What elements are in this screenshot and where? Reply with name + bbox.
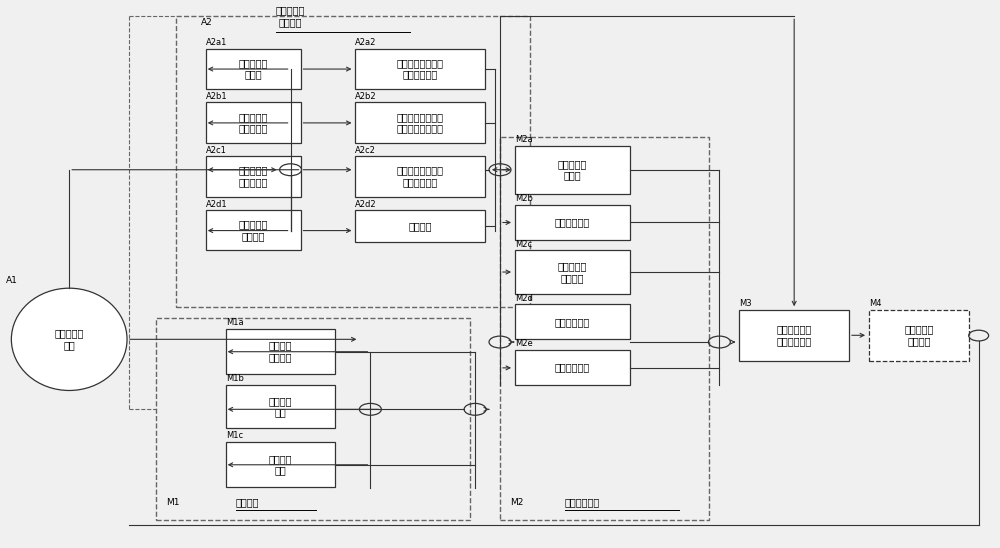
Text: 卫星轨道设计: 卫星轨道设计 (565, 497, 600, 507)
Text: 运载系统接
口定义: 运载系统接 口定义 (239, 58, 268, 79)
Bar (206, 210, 301, 250)
Text: M2c: M2c (515, 240, 532, 249)
Text: 射频接口（有效载
荷、数传分系统）: 射频接口（有效载 荷、数传分系统） (397, 112, 444, 133)
Bar (515, 205, 630, 239)
Text: 平台选择
分析: 平台选择 分析 (269, 396, 292, 418)
Text: A2: A2 (201, 18, 213, 27)
Bar (515, 146, 630, 194)
Text: 飞控事件序列: 飞控事件序列 (555, 317, 590, 327)
Bar (226, 385, 335, 428)
Bar (515, 350, 630, 385)
Text: 大系统初步
接口协调: 大系统初步 接口协调 (276, 5, 305, 27)
Text: A2a1: A2a1 (206, 38, 227, 47)
Bar (156, 318, 470, 520)
Text: M2b: M2b (515, 194, 533, 203)
Text: 空间环境条件
及适应性分析: 空间环境条件 及适应性分析 (777, 324, 812, 346)
Text: 轨道参数: 轨道参数 (408, 221, 432, 231)
Bar (355, 102, 485, 143)
Text: M2d: M2d (515, 294, 533, 302)
Bar (206, 102, 301, 143)
Bar (739, 310, 849, 361)
Text: M2e: M2e (515, 339, 533, 349)
Text: A2b2: A2b2 (355, 92, 377, 101)
Bar (515, 250, 630, 294)
Text: A2b1: A2b1 (206, 92, 227, 101)
Bar (176, 16, 530, 307)
Text: 轨道选择
分析: 轨道选择 分析 (269, 454, 292, 475)
Bar (206, 156, 301, 197)
Bar (226, 329, 335, 374)
Bar (206, 49, 301, 89)
Bar (355, 156, 485, 197)
Text: 地面应用系
统接口定义: 地面应用系 统接口定义 (239, 112, 268, 133)
Text: A2a2: A2a2 (355, 38, 377, 47)
Bar (355, 210, 485, 242)
Text: A2c1: A2c1 (206, 146, 227, 155)
Text: M1c: M1c (226, 431, 243, 440)
Bar (515, 304, 630, 339)
Text: 发射窗口计
算分析: 发射窗口计 算分析 (558, 159, 587, 180)
Bar (355, 49, 485, 89)
Text: M2a: M2a (515, 135, 533, 144)
Text: 地面测控系
统接口定义: 地面测控系 统接口定义 (239, 165, 268, 187)
Text: M1b: M1b (226, 374, 244, 384)
Text: M4: M4 (869, 299, 881, 308)
Text: M3: M3 (739, 299, 752, 308)
Text: A2d1: A2d1 (206, 199, 227, 208)
Text: 总体可行性
方案评审: 总体可行性 方案评审 (904, 324, 934, 346)
Text: A2c2: A2c2 (355, 146, 376, 155)
Text: 转移轨道设计: 转移轨道设计 (555, 217, 590, 227)
Text: 有效载荷
配置分析: 有效载荷 配置分析 (269, 341, 292, 362)
Text: 地面站测控
覆盖分析: 地面站测控 覆盖分析 (558, 261, 587, 283)
Text: 机械接口（结构和
机构分系统）: 机械接口（结构和 机构分系统） (397, 58, 444, 79)
Text: A1: A1 (6, 277, 18, 286)
Text: M1: M1 (166, 498, 179, 507)
Text: M1a: M1a (226, 318, 243, 327)
Text: 测控接口（测控、
星务分系统）: 测控接口（测控、 星务分系统） (397, 165, 444, 187)
Text: 研制总要求
下达: 研制总要求 下达 (55, 329, 84, 350)
Bar (500, 138, 709, 520)
Text: M2: M2 (510, 498, 523, 507)
Text: A2d2: A2d2 (355, 199, 377, 208)
Ellipse shape (11, 288, 127, 391)
Bar (869, 310, 969, 361)
Text: 轨道控制分析: 轨道控制分析 (555, 363, 590, 373)
Bar (226, 442, 335, 487)
Text: 发射场系统
接口定义: 发射场系统 接口定义 (239, 220, 268, 241)
Text: 任务分析: 任务分析 (236, 497, 259, 507)
